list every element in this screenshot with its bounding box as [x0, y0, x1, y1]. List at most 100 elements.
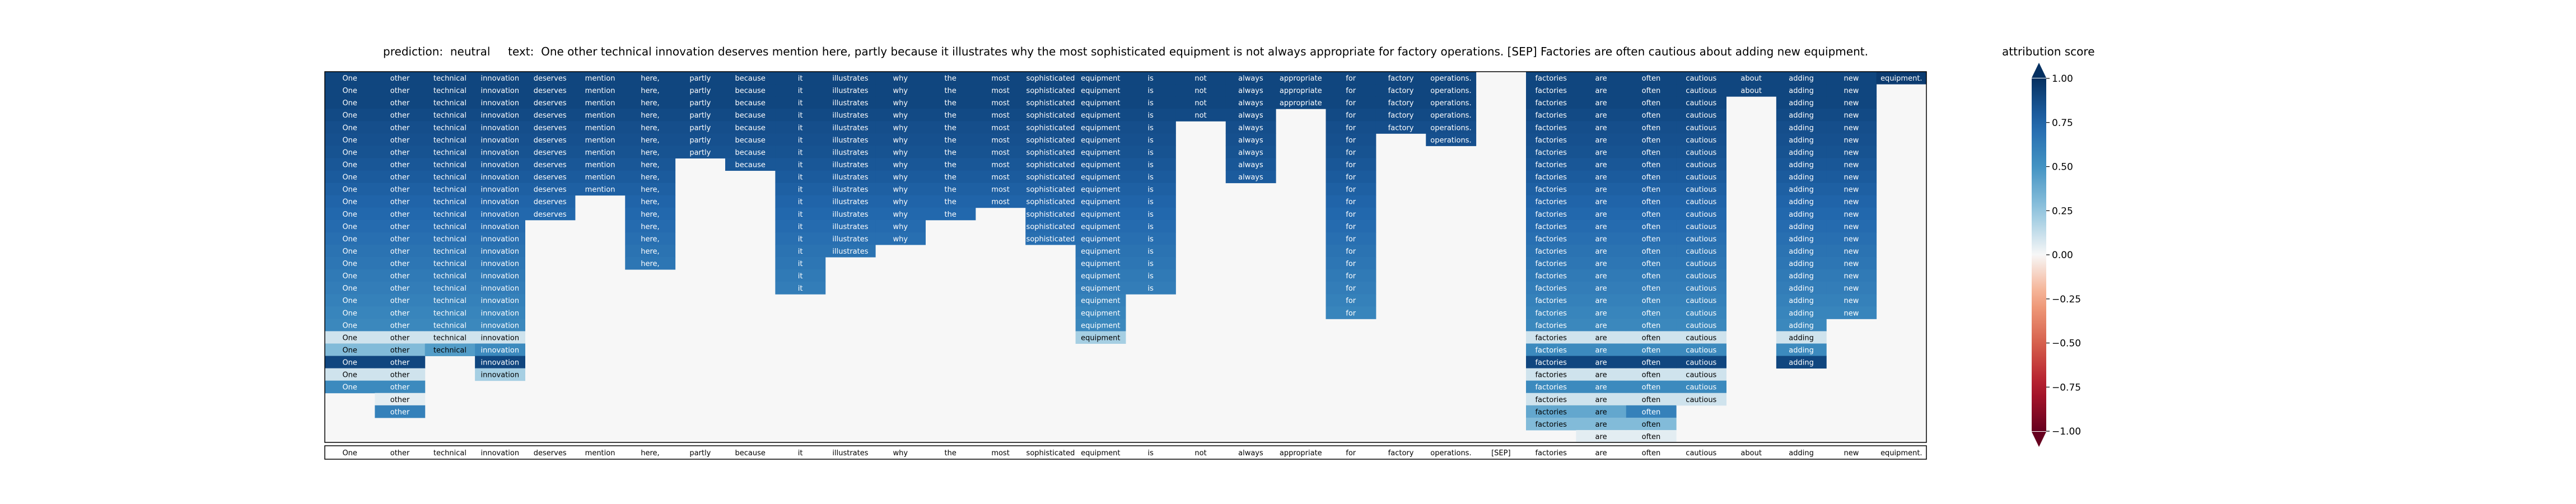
heatmap-cell [825, 84, 876, 97]
heatmap-cell [775, 133, 826, 146]
heatmap-cell [424, 294, 475, 307]
cell-token-label: other [390, 148, 410, 157]
heatmap-cell [925, 96, 976, 109]
cell-token-label: other [390, 136, 410, 144]
x-tick-label: sophisticated [1026, 449, 1075, 458]
cell-token-label: why [893, 223, 908, 231]
cell-token-label: equipment. [1880, 74, 1922, 83]
heatmap-cell [825, 170, 876, 184]
cell-token-label: equipment [1081, 284, 1120, 293]
heatmap-cell [1726, 84, 1777, 97]
cell-token-label: One [342, 198, 357, 207]
cell-token-label: illustrates [832, 198, 868, 207]
heatmap-cell [1626, 232, 1677, 245]
cell-token-label: it [798, 248, 803, 256]
heatmap-cell [475, 232, 525, 245]
cell-token-label: most [991, 148, 1010, 157]
cell-token-label: other [390, 284, 410, 293]
heatmap-cell [1326, 207, 1376, 221]
heatmap-cell [975, 133, 1026, 146]
heatmap-cell [475, 368, 525, 381]
heatmap-cell [1276, 96, 1326, 109]
cell-token-label: new [1844, 248, 1859, 256]
heatmap-cell [1326, 244, 1376, 258]
heatmap-cell [1126, 220, 1176, 233]
cell-token-label: One [342, 136, 357, 144]
heatmap-cell [1576, 244, 1627, 258]
heatmap-cell [875, 96, 926, 109]
heatmap-cell [1025, 133, 1076, 146]
cell-token-label: other [390, 408, 410, 417]
cell-token-label: sophisticated [1026, 148, 1075, 157]
heatmap-cell [1025, 220, 1076, 233]
x-tick-label: factories [1535, 449, 1567, 458]
cell-token-label: are [1595, 347, 1607, 355]
colorbar-tick-label: 0.75 [2052, 118, 2073, 129]
cell-token-label: often [1642, 359, 1661, 367]
cell-token-label: cautious [1686, 198, 1716, 207]
heatmap-cell [775, 158, 826, 171]
heatmap-cell [1526, 393, 1576, 406]
heatmap-cell [1326, 109, 1376, 122]
cell-token-label: it [798, 174, 803, 182]
heatmap-cell [1526, 244, 1576, 258]
heatmap-cell [775, 207, 826, 221]
heatmap-cell [424, 232, 475, 245]
heatmap-cell [775, 72, 826, 85]
heatmap-cell [1776, 96, 1827, 109]
heatmap-cell [975, 121, 1026, 134]
cell-token-label: adding [1789, 174, 1814, 182]
heatmap-cell [375, 405, 426, 418]
heatmap-cell [1426, 133, 1477, 146]
cell-token-label: other [390, 235, 410, 244]
heatmap-cell [525, 72, 576, 85]
heatmap-cell [1776, 331, 1827, 344]
heatmap-cell [1676, 109, 1726, 122]
cell-token-label: technical [433, 309, 466, 318]
heatmap-cell [625, 232, 676, 245]
heatmap-cell [1626, 393, 1677, 406]
cell-token-label: equipment [1081, 136, 1120, 144]
cell-token-label: innovation [481, 186, 520, 194]
cell-token-label: cautious [1686, 384, 1716, 392]
heatmap-cell [1626, 146, 1677, 158]
heatmap-cell [1426, 84, 1477, 97]
cell-token-label: most [991, 136, 1010, 144]
chart-title: prediction: neutral text: One other tech… [383, 45, 1868, 58]
cell-token-label: other [390, 211, 410, 219]
heatmap-cell [475, 294, 525, 307]
cell-token-label: about [1740, 87, 1762, 95]
cell-token-label: are [1595, 408, 1607, 417]
heatmap-cell [1626, 380, 1677, 394]
cell-token-label: One [342, 211, 357, 219]
cell-token-label: often [1642, 198, 1661, 207]
cell-token-label: are [1595, 186, 1607, 194]
heatmap-cell [1526, 331, 1576, 344]
heatmap-cell [925, 146, 976, 158]
heatmap-cell [825, 109, 876, 122]
heatmap-cell [325, 282, 375, 295]
cell-token-label: for [1346, 198, 1356, 207]
cell-token-label: new [1844, 223, 1859, 231]
heatmap-cell [1676, 393, 1726, 406]
cell-token-label: here, [641, 124, 659, 132]
heatmap-cell [825, 96, 876, 109]
cell-token-label: factories [1535, 408, 1567, 417]
heatmap-cell [375, 146, 426, 158]
cell-token-label: not [1194, 87, 1206, 95]
cell-token-label: technical [433, 297, 466, 305]
heatmap-cell [1826, 207, 1877, 221]
heatmap-cell [875, 170, 926, 184]
heatmap-cell [1826, 121, 1877, 134]
cell-token-label: new [1844, 124, 1859, 132]
heatmap-cell [1526, 158, 1576, 171]
heatmap-cell [1375, 121, 1426, 134]
heatmap-cell [1626, 417, 1677, 431]
cell-token-label: cautious [1686, 396, 1716, 404]
heatmap-cell [625, 133, 676, 146]
cell-token-label: are [1595, 433, 1607, 441]
heatmap-cell [775, 146, 826, 158]
cell-token-label: technical [433, 347, 466, 355]
cell-token-label: cautious [1686, 260, 1716, 268]
heatmap-cell [1175, 96, 1226, 109]
